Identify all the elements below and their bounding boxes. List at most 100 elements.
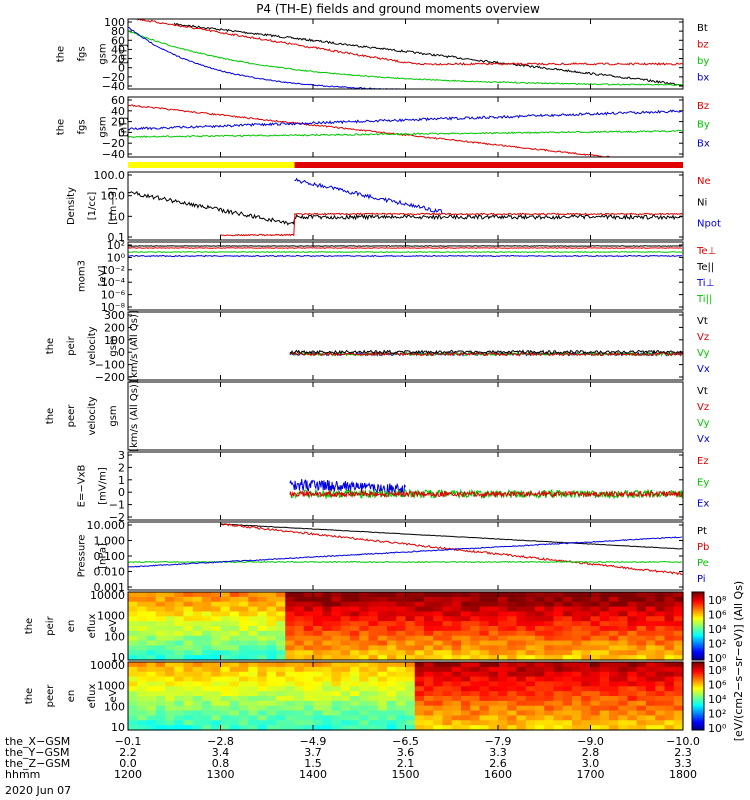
heat-cell bbox=[581, 725, 592, 731]
heat-cell bbox=[498, 650, 508, 656]
x-row-value: 3.3 bbox=[674, 757, 692, 770]
heat-cell bbox=[590, 671, 601, 678]
heat-cell bbox=[618, 696, 629, 702]
heat-cell bbox=[303, 715, 314, 721]
heat-cell bbox=[673, 700, 684, 707]
heat-cell bbox=[544, 715, 555, 721]
heat-cell bbox=[396, 616, 407, 622]
legend-Vz: Vz bbox=[697, 402, 709, 413]
heat-cell bbox=[572, 621, 582, 627]
y-label-line: the bbox=[56, 119, 67, 135]
heat-cell bbox=[507, 700, 518, 707]
y-tick-label: 10.000 bbox=[87, 519, 126, 532]
heat-cell bbox=[266, 650, 277, 656]
heat-cell bbox=[590, 635, 601, 642]
heat-cell bbox=[340, 725, 351, 731]
heat-cell bbox=[618, 601, 629, 608]
heat-cell bbox=[433, 630, 444, 637]
heat-cell bbox=[646, 635, 656, 642]
heat-cell bbox=[146, 645, 157, 651]
y-tick-label: 10000 bbox=[90, 659, 125, 672]
heat-cell bbox=[442, 645, 453, 651]
heat-cell bbox=[544, 655, 555, 661]
heat-cell bbox=[350, 686, 360, 692]
heat-cell bbox=[331, 621, 342, 627]
heat-cell bbox=[285, 681, 296, 687]
heat-cell bbox=[535, 676, 545, 683]
heat-cell bbox=[211, 606, 222, 613]
heat-cell bbox=[553, 630, 564, 637]
colorbar-label: [eV/(cm2−s−sr−eV)] (All Qs) bbox=[732, 581, 745, 741]
heat-cell bbox=[183, 710, 194, 717]
heat-cell bbox=[451, 686, 462, 692]
heat-cell bbox=[155, 691, 166, 697]
heat-cell bbox=[535, 705, 545, 712]
heat-cell bbox=[359, 630, 370, 637]
heat-cell bbox=[461, 686, 471, 692]
heat-cell bbox=[451, 715, 462, 721]
heat-cell bbox=[618, 592, 629, 598]
colorbar-cell bbox=[692, 726, 704, 729]
heat-cell bbox=[276, 650, 286, 656]
heat-cell bbox=[331, 681, 342, 687]
heat-cell bbox=[535, 621, 545, 627]
heat-cell bbox=[266, 705, 277, 712]
heat-cell bbox=[368, 676, 379, 683]
colorbar-tick-label: 10² bbox=[708, 638, 726, 651]
heat-cell bbox=[220, 635, 231, 642]
heat-cell bbox=[433, 635, 444, 642]
heat-cell bbox=[572, 720, 582, 726]
heat-cell bbox=[646, 616, 656, 622]
heat-cell bbox=[146, 710, 157, 717]
heat-cell bbox=[239, 715, 249, 721]
heat-cell bbox=[609, 606, 619, 613]
colorbar-tick-label: 10⁰ bbox=[708, 722, 727, 735]
heat-cell bbox=[525, 621, 536, 627]
heat-cell bbox=[155, 710, 166, 717]
heat-cell bbox=[220, 720, 231, 726]
heat-cell bbox=[553, 650, 564, 656]
heat-cell bbox=[229, 616, 240, 622]
heat-cell bbox=[387, 696, 397, 702]
x-row-value: 1700 bbox=[577, 768, 605, 781]
heat-cell bbox=[525, 715, 536, 721]
heat-cell bbox=[192, 616, 203, 622]
heat-cell bbox=[581, 655, 592, 661]
heat-cell bbox=[239, 655, 249, 661]
heat-cell bbox=[155, 720, 166, 726]
x-row-value: 1.5 bbox=[304, 757, 322, 770]
heat-cell bbox=[599, 671, 610, 678]
heat-cell bbox=[322, 616, 333, 622]
heat-cell bbox=[562, 650, 573, 656]
heat-cell bbox=[377, 666, 388, 673]
heat-cell bbox=[488, 655, 499, 661]
heat-cell bbox=[636, 676, 647, 683]
heat-cell bbox=[294, 720, 305, 726]
heat-cell bbox=[331, 640, 342, 647]
heat-cell bbox=[340, 686, 351, 692]
heat-cell bbox=[313, 655, 323, 661]
heat-cell bbox=[128, 681, 138, 687]
legend-Pe: Pe bbox=[697, 558, 709, 569]
heat-cell bbox=[137, 725, 148, 731]
heat-cell bbox=[165, 630, 175, 637]
heat-cell bbox=[673, 606, 684, 613]
heat-cell bbox=[498, 691, 508, 697]
y-label-line: [nT] bbox=[119, 117, 130, 137]
heat-cell bbox=[350, 640, 360, 647]
heat-cell bbox=[294, 596, 305, 603]
heat-cell bbox=[137, 626, 148, 632]
heat-cell bbox=[646, 676, 656, 683]
heat-cell bbox=[192, 611, 203, 617]
heat-cell bbox=[562, 635, 573, 642]
heat-cell bbox=[276, 671, 286, 678]
heat-cell bbox=[350, 630, 360, 637]
heat-cell bbox=[340, 592, 351, 598]
heat-cell bbox=[535, 715, 545, 721]
heat-cell bbox=[424, 592, 434, 598]
heat-cell bbox=[192, 635, 203, 642]
heat-cell bbox=[313, 686, 323, 692]
heat-cell bbox=[544, 626, 555, 632]
heat-cell bbox=[590, 640, 601, 647]
x-row-value: −0.1 bbox=[115, 735, 142, 748]
